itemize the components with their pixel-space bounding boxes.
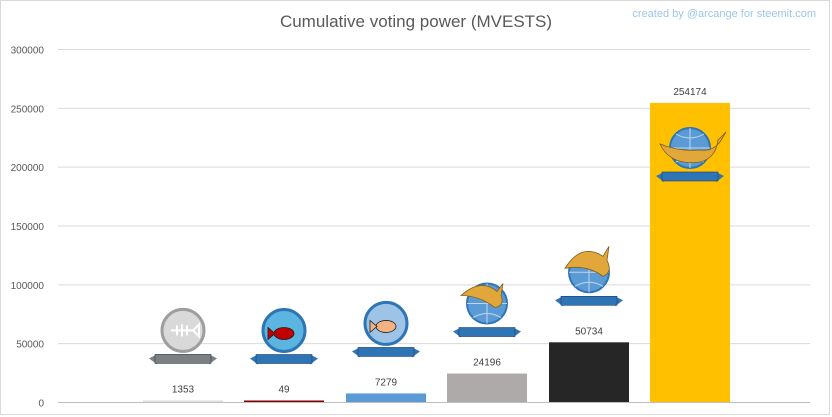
chart-title: Cumulative voting power (MVESTS) bbox=[279, 12, 553, 31]
animal-shape bbox=[659, 131, 727, 163]
data-label: 7279 bbox=[375, 377, 398, 388]
fish-skeleton bbox=[171, 321, 200, 339]
ribbon bbox=[661, 171, 719, 182]
whale-icon bbox=[656, 127, 727, 182]
redfish-icon bbox=[250, 308, 318, 365]
data-label: 50734 bbox=[575, 326, 603, 337]
y-tick-label: 150000 bbox=[11, 222, 45, 233]
dolphin-icon bbox=[453, 282, 521, 338]
bar-dolphin bbox=[447, 373, 527, 402]
data-label: 254174 bbox=[673, 87, 707, 98]
plankton-icon bbox=[149, 307, 217, 365]
fish-tail bbox=[369, 319, 378, 334]
animal-shape bbox=[564, 246, 610, 277]
bar-orca bbox=[549, 342, 629, 402]
ribbon bbox=[255, 354, 313, 364]
y-tick-label: 250000 bbox=[11, 104, 45, 115]
credit-text: created by @arcange for steemit.com bbox=[632, 8, 816, 20]
bar-plankton bbox=[143, 400, 223, 402]
minnow-icon bbox=[352, 300, 420, 358]
globe-lines bbox=[670, 128, 710, 168]
animal-shape bbox=[459, 283, 504, 308]
orca-icon bbox=[555, 246, 623, 307]
bar-redfish bbox=[244, 400, 324, 402]
y-tick-label: 300000 bbox=[11, 46, 45, 57]
globe-lines bbox=[569, 252, 609, 293]
y-tick-label: 0 bbox=[38, 399, 44, 410]
ribbon bbox=[154, 354, 212, 364]
y-tick-label: 100000 bbox=[11, 281, 45, 292]
ribbon bbox=[357, 347, 415, 357]
fish-body bbox=[375, 320, 397, 333]
ribbon bbox=[560, 296, 618, 306]
bar-minnow bbox=[346, 393, 426, 402]
y-tick-label: 50000 bbox=[16, 340, 44, 351]
y-tick-label: 200000 bbox=[11, 163, 45, 174]
globe-lines bbox=[467, 283, 507, 324]
fish-body bbox=[273, 327, 295, 340]
data-label: 24196 bbox=[473, 358, 501, 369]
ribbon bbox=[458, 327, 516, 337]
fish-tail bbox=[267, 326, 276, 341]
data-label: 49 bbox=[278, 385, 290, 396]
data-label: 1353 bbox=[172, 384, 195, 395]
